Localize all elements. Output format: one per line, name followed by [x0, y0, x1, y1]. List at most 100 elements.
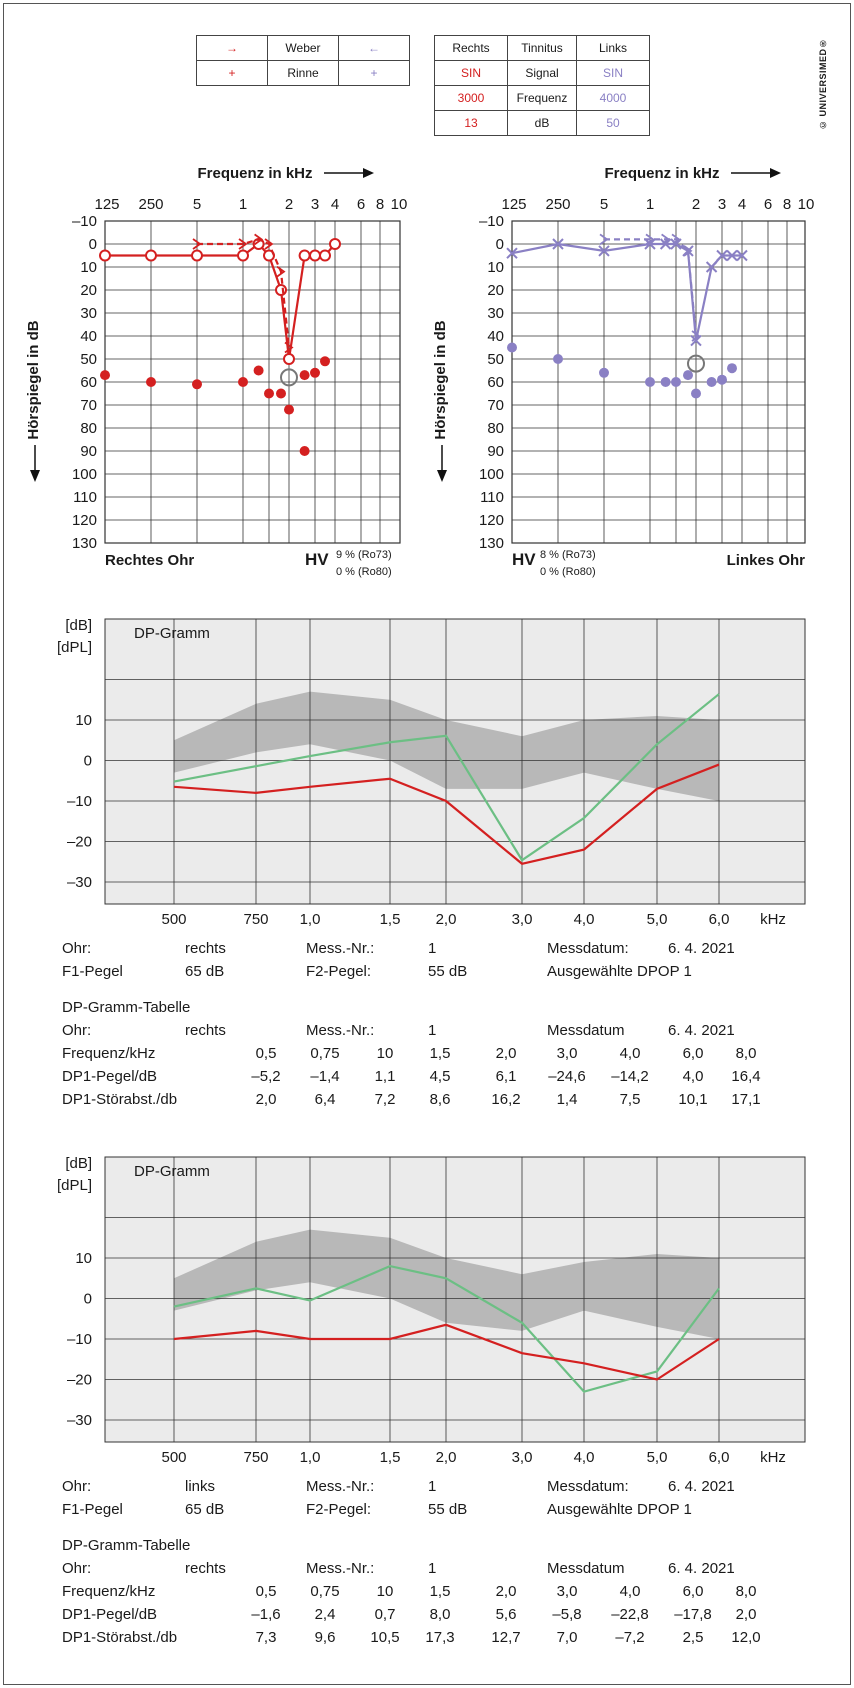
dp-x-tick: 4,0	[574, 911, 595, 928]
y-tick-label: 70	[80, 397, 97, 414]
dp-x-tick: 500	[161, 911, 186, 928]
dp-y-tick: –20	[67, 1372, 92, 1389]
dp-x-tick: 5,0	[647, 911, 668, 928]
y-tick-label: 120	[479, 512, 504, 529]
air-point	[598, 245, 610, 257]
y-tick-label: 0	[496, 236, 504, 253]
dp-title: DP-Gramm	[134, 625, 210, 642]
table-cell: –7,2	[615, 1629, 644, 1646]
bone-conduction-point	[310, 367, 320, 378]
air-point	[736, 249, 748, 262]
f1-label: F1-Pegel	[62, 1501, 123, 1518]
table-row-label: Frequenz/kHz	[62, 1045, 155, 1062]
masked-point	[254, 233, 264, 246]
mess-value: 1	[428, 1478, 436, 1495]
masked-point	[276, 265, 286, 278]
masked-point	[264, 238, 274, 250]
rinne-left-symbol: +	[338, 60, 410, 86]
x-tick-label: 250	[138, 196, 163, 213]
table-cell: –22,8	[611, 1606, 649, 1623]
x-tick-label: 125	[501, 196, 526, 213]
air-point	[726, 249, 738, 262]
tinnitus-db-label: dB	[507, 110, 577, 136]
table-cell: 10	[377, 1045, 394, 1062]
y-tick-label: –10	[479, 213, 504, 230]
table-cell: –1,6	[251, 1606, 280, 1623]
hv-label: HV	[305, 550, 329, 569]
table-cell: 0,7	[375, 1606, 396, 1623]
bone-conduction-point	[264, 388, 274, 399]
y-tick-label: 110	[480, 489, 504, 506]
table-cell: 6,0	[683, 1045, 704, 1062]
y-tick-label: 80	[487, 420, 504, 437]
bone-conduction-point	[683, 370, 693, 381]
table-ohr-label: Ohr:	[62, 1022, 91, 1039]
table-cell: –1,4	[310, 1068, 339, 1085]
table-cell: 1,5	[430, 1045, 451, 1062]
dp-x-tick: 2,0	[436, 1449, 457, 1466]
dp-ylabel: [dPL]	[57, 1177, 92, 1194]
y-tick-label: 30	[80, 305, 97, 322]
datum-value: 6. 4. 2021	[668, 1478, 735, 1495]
table-datum-label: Messdatum	[547, 1022, 625, 1039]
ohr-label: Ohr:	[62, 1478, 91, 1495]
bone-conduction-point	[691, 388, 701, 399]
table-cell: 10,5	[370, 1629, 399, 1646]
f1-value: 65 dB	[185, 1501, 224, 1518]
table-cell: 7,2	[375, 1091, 396, 1108]
air-point	[644, 238, 656, 250]
masked-point	[645, 233, 655, 246]
audiogram-left	[437, 168, 806, 544]
table-cell: 12,0	[731, 1629, 760, 1646]
dp-x-tick: 6,0	[709, 1449, 730, 1466]
rinne-right-symbol: +	[196, 60, 268, 86]
dp-x-tick: 3,0	[512, 911, 533, 928]
table-row-label: DP1-Pegel/dB	[62, 1606, 157, 1623]
table-cell: 4,5	[430, 1068, 451, 1085]
table-cell: –5,8	[552, 1606, 581, 1623]
table-cell: –14,2	[611, 1068, 649, 1085]
air-point	[319, 249, 331, 262]
dp-series-red	[173, 763, 720, 865]
table-cell: 2,0	[736, 1606, 757, 1623]
table-cell: 2,0	[496, 1045, 517, 1062]
tinnitus-header-right: Rechts	[434, 35, 508, 61]
dp-x-tick: 500	[161, 1449, 186, 1466]
air-point	[552, 238, 564, 250]
dp-series-red	[173, 1323, 720, 1381]
table-cell: 0,75	[310, 1583, 339, 1600]
table-cell: 10,1	[678, 1091, 707, 1108]
datum-value: 6. 4. 2021	[668, 940, 735, 957]
y-tick-label: 110	[73, 489, 97, 506]
table-cell: 6,0	[683, 1583, 704, 1600]
dpop-label: Ausgewählte DPOP 1	[547, 1501, 692, 1518]
x-tick-label: 8	[783, 196, 791, 213]
x-tick-label: 6	[764, 196, 772, 213]
table-ohr-value: rechts	[185, 1022, 226, 1039]
weber-rinne-legend: → Weber ← + Rinne +	[196, 35, 410, 86]
dp-series-green	[173, 693, 720, 862]
table-cell: 8,6	[430, 1091, 451, 1108]
bone-line	[604, 238, 698, 337]
dp-series-green	[173, 1264, 720, 1393]
datum-label: Messdatum:	[547, 940, 629, 957]
y-tick-label: 20	[487, 282, 504, 299]
bone-conduction-point	[717, 374, 727, 385]
x-tick-label: 1	[646, 196, 654, 213]
tinnitus-freq-label: Frequenz	[507, 85, 577, 111]
x-tick-label: 4	[738, 196, 746, 213]
x-tick-label: 6	[357, 196, 365, 213]
masked-point	[671, 233, 681, 246]
dp-y-tick: 10	[75, 712, 92, 729]
table-cell: 3,0	[557, 1045, 578, 1062]
table-cell: 0,75	[310, 1045, 339, 1062]
dp-x-tick: 750	[243, 1449, 268, 1466]
ohr-value: rechts	[185, 940, 226, 957]
table-title: DP-Gramm-Tabelle	[62, 1537, 190, 1554]
table-cell: 0,5	[256, 1045, 277, 1062]
table-cell: 17,3	[425, 1629, 454, 1646]
table-cell: 2,5	[683, 1629, 704, 1646]
dp-y-tick: –10	[67, 793, 92, 810]
bone-conduction-point	[276, 388, 286, 399]
